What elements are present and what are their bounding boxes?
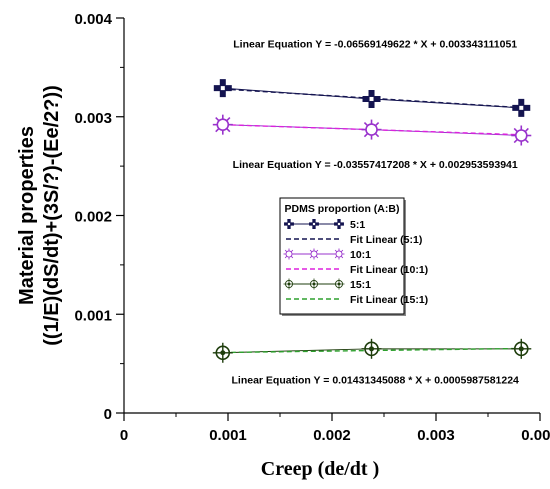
data-point <box>361 119 382 140</box>
legend-marker <box>309 219 319 229</box>
y-axis-title-line-1: Material properties <box>16 126 38 305</box>
data-point <box>212 342 233 363</box>
fit-line <box>222 347 522 354</box>
fit-line <box>222 88 522 109</box>
legend-entry: 15:1 <box>350 279 371 291</box>
equation-annotation: Linear Equation Y = 0.01431345088 * X + … <box>231 374 519 386</box>
fit-line <box>222 123 522 136</box>
legend-entry: 10:1 <box>350 249 371 261</box>
legend: PDMS proportion (A:B) 5:1 Fit Linear (5:1)… <box>279 197 428 316</box>
legend-marker <box>284 219 294 229</box>
x-tick-label: 0.001 <box>209 427 247 444</box>
x-tick-label: 0 <box>120 427 128 444</box>
data-point <box>511 338 532 359</box>
y-tick-label: 0 <box>104 406 112 423</box>
legend-marker <box>333 278 345 290</box>
legend-marker <box>283 278 295 290</box>
data-points <box>212 79 532 363</box>
equation-annotation: Linear Equation Y = -0.06569149622 * X +… <box>233 39 517 51</box>
legend-box <box>279 197 405 315</box>
legend-marker <box>308 248 320 260</box>
x-tick-label: 0.002 <box>313 427 351 444</box>
legend-marker <box>334 219 344 229</box>
x-axis-title: Creep (de/dt ) <box>261 458 380 480</box>
data-point <box>213 79 232 98</box>
data-point <box>511 125 532 146</box>
data-point <box>361 338 382 359</box>
y-axis-title-line-2: ((1/E)(dS/dt)+(3S/?)-(Ee/2?)) <box>41 85 63 346</box>
x-tick-label: 0.003 <box>417 427 455 444</box>
axes: 0 0.001 0.002 0.003 0.004 0 0.001 0.002 0.003 0.0… <box>74 11 550 444</box>
legend-entry: Fit Linear (15:1) <box>350 294 428 306</box>
data-point <box>212 114 233 135</box>
x-tick-label: 0.004 <box>521 427 550 444</box>
y-tick-label: 0.004 <box>74 11 112 28</box>
legend-marker <box>333 248 345 260</box>
annotations: Linear Equation Y = -0.06569149622 * X +… <box>231 39 519 387</box>
legend-marker <box>283 248 295 260</box>
y-tick-label: 0.003 <box>74 110 112 127</box>
equation-annotation: Linear Equation Y = -0.03557417208 * X +… <box>233 159 518 171</box>
data-point <box>512 98 531 117</box>
legend-entry: Fit Linear (5:1) <box>350 234 422 246</box>
legend-entry: Fit Linear (10:1) <box>350 264 428 276</box>
y-tick-label: 0.001 <box>74 307 112 324</box>
legend-title: PDMS proportion (A:B) <box>285 203 400 215</box>
fit-lines <box>222 87 522 354</box>
data-point <box>362 89 381 108</box>
legend-marker <box>308 278 320 290</box>
y-tick-label: 0.002 <box>74 209 112 226</box>
legend-entry: 5:1 <box>350 219 365 231</box>
